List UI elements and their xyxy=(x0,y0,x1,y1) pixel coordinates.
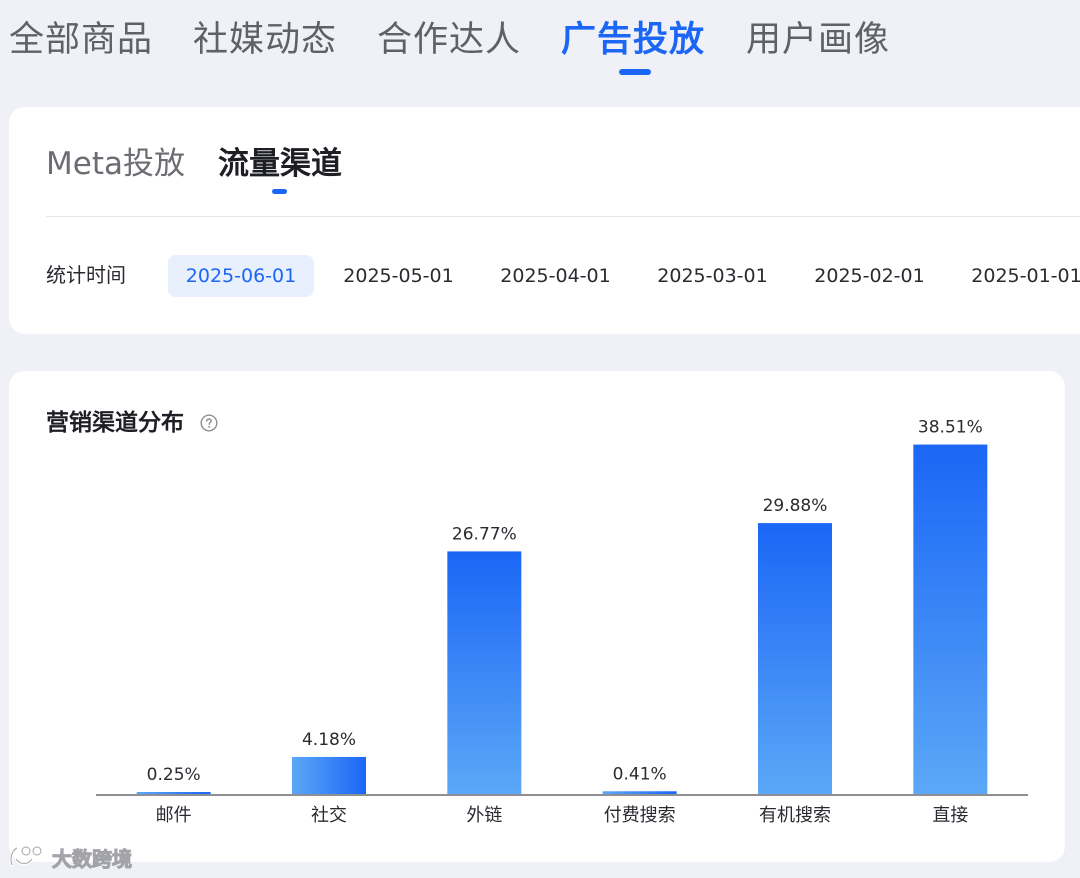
tab-all-products[interactable]: 全部商品 xyxy=(9,20,154,60)
bar-value-label: 4.18% xyxy=(302,730,356,750)
bar-3[interactable] xyxy=(602,791,677,795)
x-tick-label: 社交 xyxy=(311,805,347,826)
watermark-text: 大数跨境 xyxy=(52,846,133,871)
bar-value-label: 0.41% xyxy=(613,764,667,784)
filter-card: Meta投放 流量渠道 统计时间 2025-06-01 2025-05-01 2… xyxy=(9,107,1080,334)
active-subtab-indicator xyxy=(272,189,287,194)
bar-1[interactable] xyxy=(292,756,366,795)
bar-value-label: 29.88% xyxy=(763,496,828,516)
date-chip-2025-06[interactable]: 2025-06-01 xyxy=(168,255,314,297)
date-chip-2025-02[interactable]: 2025-02-01 xyxy=(814,265,925,287)
x-tick-label: 邮件 xyxy=(156,805,192,826)
tab-ads[interactable]: 广告投放 xyxy=(561,20,706,60)
subtab-traffic-channels[interactable]: 流量渠道 xyxy=(218,146,342,182)
x-tick-label: 直接 xyxy=(932,805,968,826)
bar-5[interactable] xyxy=(913,444,988,795)
date-chip-2025-01[interactable]: 2025-01-01 xyxy=(971,265,1080,287)
time-filter-label: 统计时间 xyxy=(46,263,126,287)
x-tick-label: 外链 xyxy=(466,805,502,826)
top-tab-bar: 全部商品 社媒动态 合作达人 广告投放 用户画像 xyxy=(0,0,1080,96)
x-tick-label: 付费搜索 xyxy=(604,805,676,826)
date-chip-2025-04[interactable]: 2025-04-01 xyxy=(500,265,611,287)
date-chip-2025-03[interactable]: 2025-03-01 xyxy=(657,265,768,287)
tab-influencers[interactable]: 合作达人 xyxy=(377,20,522,60)
date-chip-2025-05[interactable]: 2025-05-01 xyxy=(343,265,454,287)
bar-value-label: 0.25% xyxy=(147,765,201,785)
bar-4[interactable] xyxy=(758,523,832,795)
bar-value-label: 38.51% xyxy=(918,418,983,438)
bar-2[interactable] xyxy=(447,551,522,795)
tab-social-feed[interactable]: 社媒动态 xyxy=(193,20,338,60)
divider xyxy=(46,216,1080,217)
bar-chart: 0.25% 邮件 4.18% 社交 26.77% 外链 0.41% 付费搜索 29.88% 有机搜… xyxy=(96,418,1028,826)
brand-logo-icon xyxy=(9,845,43,867)
bar-value-label: 26.77% xyxy=(452,524,517,544)
x-tick-label: 有机搜索 xyxy=(759,805,831,826)
question-circle-icon[interactable] xyxy=(200,414,218,432)
tab-user-profile[interactable]: 用户画像 xyxy=(746,20,891,60)
active-tab-indicator xyxy=(619,69,651,75)
channel-distribution-card: 营销渠道分布 0.25% 邮件 4.18% 社交 26.77% 外链 0.41% 付费搜索 29… xyxy=(9,371,1065,862)
watermark: 大数跨境 xyxy=(8,842,133,872)
chart-title: 营销渠道分布 xyxy=(46,410,184,436)
subtab-meta-ads[interactable]: Meta投放 xyxy=(46,146,185,182)
bar-0[interactable] xyxy=(136,792,211,795)
